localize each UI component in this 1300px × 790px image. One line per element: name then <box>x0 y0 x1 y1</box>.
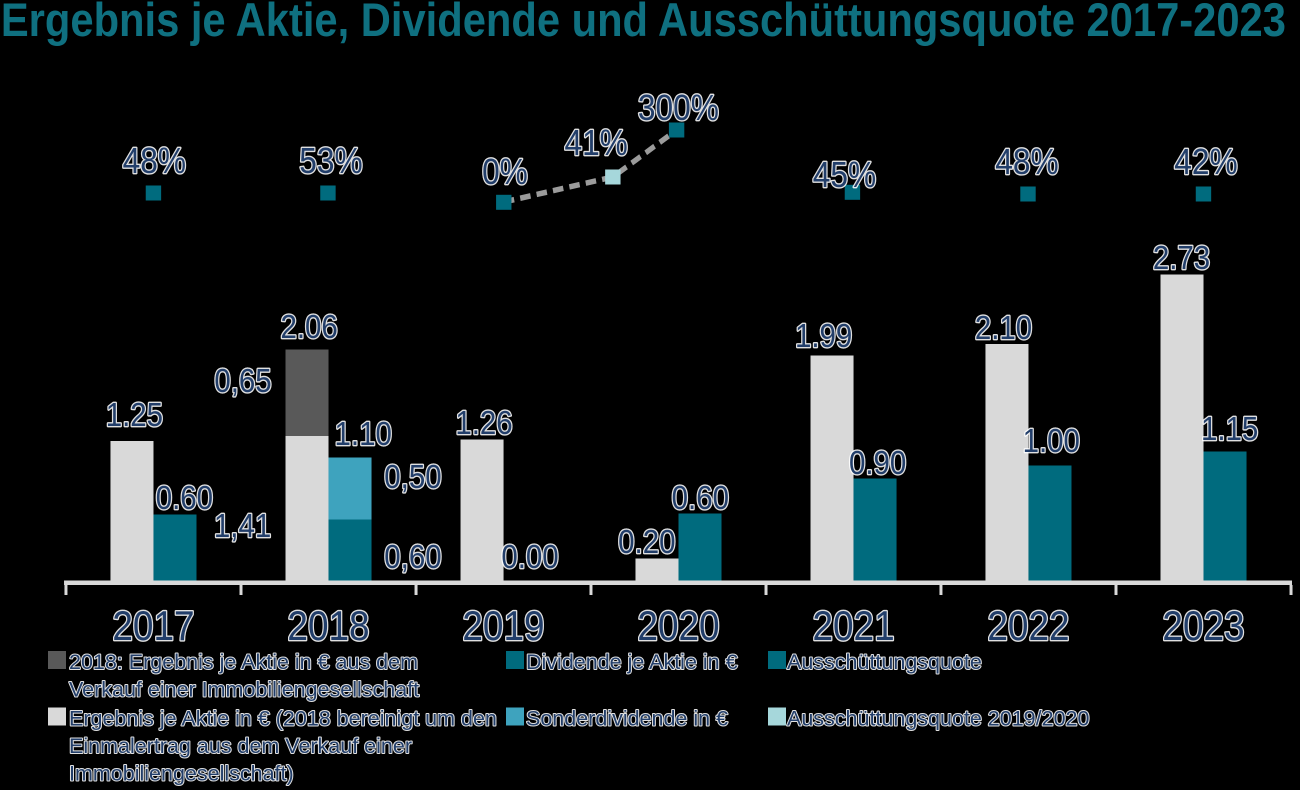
svg-text:1.99: 1.99 <box>795 316 852 354</box>
svg-text:0,50: 0,50 <box>384 457 441 495</box>
svg-text:1.15: 1.15 <box>1201 409 1258 447</box>
svg-text:0.20: 0.20 <box>618 522 675 560</box>
svg-text:2.73: 2.73 <box>1153 238 1210 276</box>
svg-text:1.00: 1.00 <box>1023 421 1080 459</box>
svg-text:48%: 48% <box>123 141 186 181</box>
svg-text:Ausschüttungsquote: Ausschüttungsquote <box>787 650 982 674</box>
svg-text:2019: 2019 <box>462 603 544 650</box>
svg-text:0,60: 0,60 <box>384 537 441 575</box>
svg-text:0.90: 0.90 <box>849 443 906 481</box>
svg-text:53%: 53% <box>299 141 362 181</box>
svg-text:2021: 2021 <box>812 603 894 650</box>
svg-text:0.00: 0.00 <box>501 537 558 575</box>
svg-text:Sonderdividende in €: Sonderdividende in € <box>526 707 728 731</box>
svg-text:0.60: 0.60 <box>156 478 213 516</box>
svg-text:48%: 48% <box>995 142 1058 182</box>
svg-text:Ergebnis je Aktie, Dividende u: Ergebnis je Aktie, Dividende und Ausschü… <box>1 0 1286 47</box>
svg-text:1.25: 1.25 <box>106 395 163 433</box>
svg-text:1.26: 1.26 <box>455 403 512 441</box>
svg-text:45%: 45% <box>813 155 876 195</box>
svg-text:2.06: 2.06 <box>281 307 338 345</box>
svg-text:2022: 2022 <box>987 603 1069 650</box>
svg-text:2023: 2023 <box>1162 603 1244 650</box>
svg-text:2018: 2018 <box>287 603 369 650</box>
svg-text:41%: 41% <box>564 123 627 163</box>
svg-text:42%: 42% <box>1174 142 1237 182</box>
svg-text:Verkauf einer Immobiliengesell: Verkauf einer Immobiliengesellschaft <box>69 678 419 702</box>
svg-text:2017: 2017 <box>112 603 194 650</box>
svg-text:0,65: 0,65 <box>214 361 271 399</box>
svg-text:300%: 300% <box>638 88 719 128</box>
svg-text:Einmalertrag aus dem Verkauf e: Einmalertrag aus dem Verkauf einer <box>69 734 412 758</box>
svg-text:2.10: 2.10 <box>975 308 1032 346</box>
svg-text:Immobiliengesellschaft): Immobiliengesellschaft) <box>69 762 294 786</box>
svg-text:2020: 2020 <box>637 603 719 650</box>
svg-text:0.60: 0.60 <box>672 478 729 516</box>
svg-text:Dividende je Aktie in €: Dividende je Aktie in € <box>526 650 738 674</box>
svg-text:0%: 0% <box>482 152 528 192</box>
svg-text:1,41: 1,41 <box>214 506 271 544</box>
svg-text:Ergebnis je Aktie in € (2018 b: Ergebnis je Aktie in € (2018 bereinigt u… <box>69 707 497 731</box>
svg-text:Ausschüttungsquote 2019/2020: Ausschüttungsquote 2019/2020 <box>787 707 1089 731</box>
svg-text:1.10: 1.10 <box>335 414 392 452</box>
svg-text:2018: Ergebnis je Aktie in € a: 2018: Ergebnis je Aktie in € aus dem <box>69 650 418 674</box>
